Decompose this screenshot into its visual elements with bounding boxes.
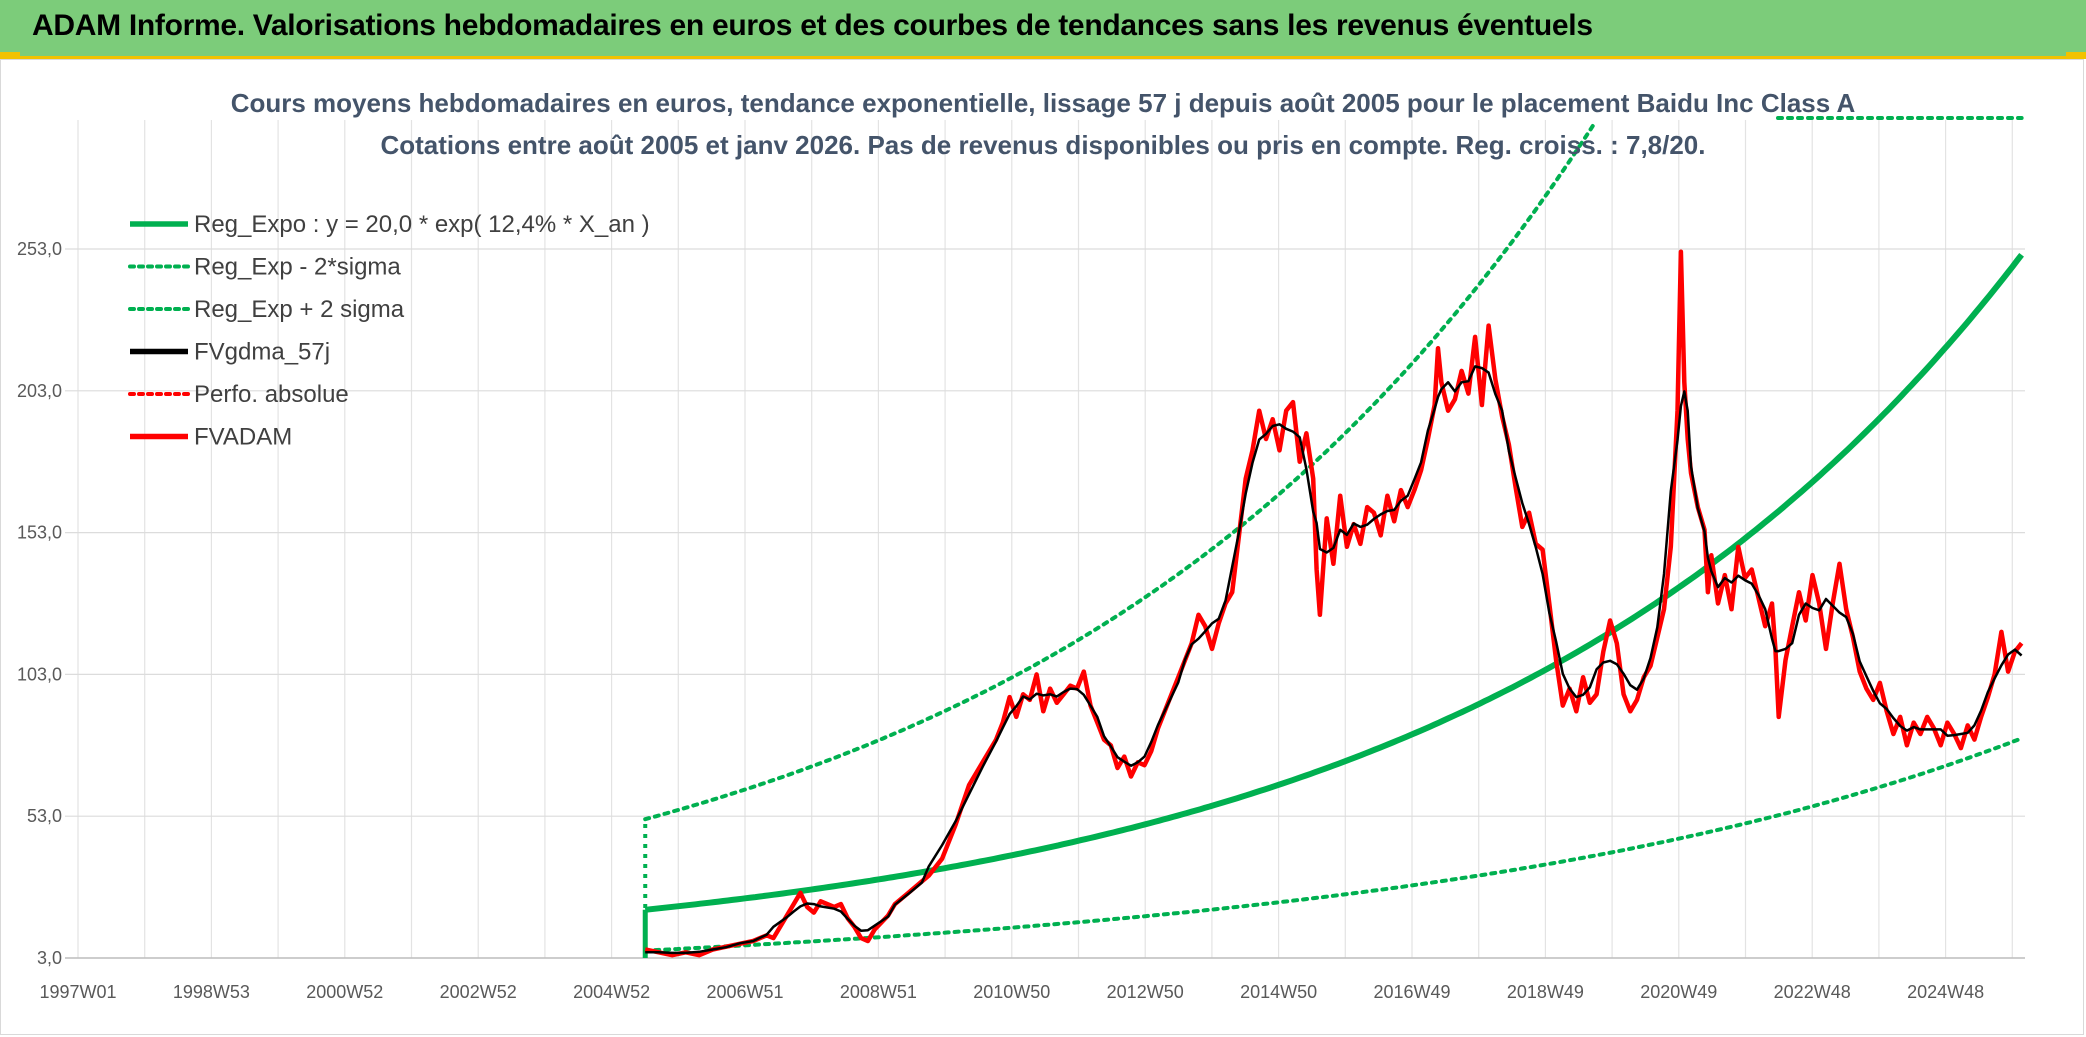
report-title: ADAM Informe. Valorisations hebdomadaire… — [32, 9, 1593, 42]
plot-area — [642, 116, 2024, 958]
gridlines — [65, 120, 2025, 959]
series-reg-exp-plus-2sigma — [643, 120, 1597, 822]
x-tick-label: 2016W49 — [1373, 982, 1450, 1002]
x-tick-label: 2018W49 — [1507, 982, 1584, 1002]
y-tick-label: 53,0 — [27, 806, 62, 826]
banner-corner-right — [2066, 52, 2086, 58]
x-tick-label: 2012W50 — [1107, 982, 1184, 1002]
y-tick-label: 153,0 — [17, 523, 62, 543]
series-fvgdma-57j — [645, 365, 2023, 955]
chart-subtitle-2: Cotations entre août 2005 et janv 2026. … — [380, 130, 1705, 160]
series-reg-exp-minus-2sigma — [643, 736, 2024, 953]
x-tick-label: 2024W48 — [1907, 982, 1984, 1002]
title-banner: ADAM Informe. Valorisations hebdomadaire… — [0, 0, 2086, 59]
chart-frame — [0, 59, 2084, 1035]
chart-subtitle-1: Cours moyens hebdomadaires en euros, ten… — [231, 88, 1856, 118]
legend: Reg_Expo : y = 20,0 * exp( 12,4% * X_an … — [128, 211, 650, 451]
x-axis: 1997W01 1998W53 2000W52 2002W52 2004W52 2006W… — [39, 982, 1984, 1002]
x-tick-label: 2004W52 — [573, 982, 650, 1002]
series-fvadam — [644, 249, 2024, 958]
y-tick-label: 3,0 — [37, 948, 62, 968]
legend-label: Reg_Expo : y = 20,0 * exp( 12,4% * X_an … — [194, 211, 650, 238]
banner-corner-left — [0, 52, 20, 58]
legend-label: FVgdma_57j — [194, 339, 330, 366]
x-tick-label: 2022W48 — [1774, 982, 1851, 1002]
y-axis: 3,0 53,0 103,0 153,0 203,0 253,0 — [17, 239, 62, 968]
legend-label: Perfo. absolue — [194, 381, 349, 408]
x-tick-label: 2008W51 — [840, 982, 917, 1002]
x-tick-label: 2000W52 — [306, 982, 383, 1002]
x-tick-label: 2020W49 — [1640, 982, 1717, 1002]
x-tick-label: 1998W53 — [173, 982, 250, 1002]
x-tick-label: 2002W52 — [440, 982, 517, 1002]
x-tick-label: 2006W51 — [706, 982, 783, 1002]
series-reg-expo — [644, 252, 2024, 913]
legend-label: FVADAM — [194, 424, 292, 451]
legend-label: Reg_Exp - 2*sigma — [194, 254, 401, 281]
x-tick-label: 2014W50 — [1240, 982, 1317, 1002]
y-tick-label: 103,0 — [17, 664, 62, 684]
x-tick-label: 2010W50 — [973, 982, 1050, 1002]
x-tick-label: 1997W01 — [39, 982, 116, 1002]
y-tick-label: 203,0 — [17, 381, 62, 401]
legend-label: Reg_Exp + 2 sigma — [194, 296, 405, 323]
y-tick-label: 253,0 — [17, 239, 62, 259]
